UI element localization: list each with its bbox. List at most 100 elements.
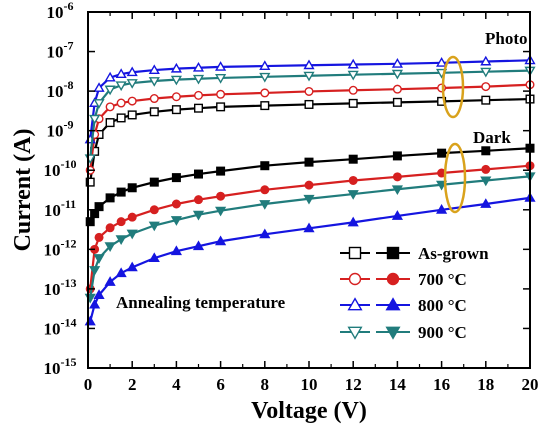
data-point (126, 261, 138, 272)
data-point (105, 223, 115, 233)
data-point (126, 66, 138, 77)
data-point (304, 86, 314, 96)
data-point (126, 229, 138, 240)
data-point (391, 185, 403, 196)
data-point (392, 151, 402, 161)
data-point (348, 98, 358, 108)
data-point (481, 146, 491, 156)
data-point (171, 92, 181, 102)
data-point (127, 96, 137, 106)
y-tick-label: 10-15 (44, 355, 77, 378)
data-point (347, 58, 359, 69)
annotation-dark: Dark (473, 128, 511, 147)
dark-ellipse (443, 142, 467, 214)
legend-marker-photo (348, 246, 362, 260)
legend-label: 800 °C (418, 296, 467, 315)
x-tick-label: 6 (216, 375, 225, 394)
series-layer (84, 54, 536, 326)
data-point (391, 58, 403, 68)
data-point (170, 75, 182, 86)
data-point (348, 154, 358, 164)
data-point (170, 245, 182, 256)
data-point (93, 289, 105, 299)
y-tick-label: 10-13 (44, 276, 77, 299)
legend-label: 900 °C (418, 323, 467, 342)
data-point (171, 199, 181, 209)
data-point (303, 59, 315, 70)
x-tick-label: 8 (261, 375, 270, 394)
data-point (149, 177, 159, 187)
legend-item: 800 °C (340, 296, 467, 315)
data-point (259, 60, 271, 70)
series-3 (84, 66, 536, 165)
data-point (104, 71, 116, 82)
x-axis-title: Voltage (V) (251, 398, 367, 424)
legend-marker-dark (385, 297, 401, 311)
legend-marker-dark (386, 246, 400, 260)
legend-item: 700 °C (340, 270, 467, 289)
series-4 (85, 143, 535, 227)
y-tick-label: 10-11 (44, 197, 76, 220)
data-point (116, 217, 126, 227)
data-point (215, 74, 227, 84)
data-point (216, 166, 226, 176)
data-point (193, 103, 203, 113)
data-point (303, 222, 315, 233)
x-tick-label: 0 (84, 375, 93, 394)
y-tick-label: 10-14 (44, 315, 77, 338)
annotation-annealing: Annealing temperature (116, 293, 286, 312)
y-tick-label: 10-8 (47, 78, 74, 101)
data-point (89, 266, 101, 276)
data-point (93, 254, 105, 264)
data-point (348, 175, 358, 185)
legend-marker-photo (347, 297, 363, 311)
data-point (170, 216, 182, 226)
data-point (171, 105, 181, 115)
legend-marker-dark (386, 272, 400, 286)
data-point (392, 97, 402, 107)
data-point (127, 183, 137, 193)
data-point (89, 298, 101, 309)
data-point (260, 101, 270, 111)
data-point (481, 82, 491, 92)
data-point (94, 202, 104, 212)
data-point (480, 198, 492, 208)
y-tick-label: 10-9 (47, 118, 74, 141)
legend: As-grown 700 °C 800 °C 900 °C (340, 244, 489, 342)
data-point (148, 252, 160, 263)
data-point (260, 185, 270, 195)
data-point (192, 210, 205, 221)
data-point (193, 90, 203, 100)
data-point (259, 228, 271, 239)
x-tick-label: 10 (301, 375, 318, 394)
data-point (149, 94, 159, 104)
legend-marker-dark (385, 326, 401, 340)
data-point (127, 212, 137, 222)
legend-item: 900 °C (340, 323, 467, 342)
data-point (192, 74, 205, 85)
data-point (171, 173, 181, 183)
data-point (93, 82, 105, 92)
legend-item: As-grown (340, 244, 489, 263)
data-point (148, 221, 160, 232)
data-point (304, 157, 314, 167)
data-point (193, 195, 203, 205)
data-point (436, 204, 448, 214)
data-point (347, 70, 359, 81)
data-point (115, 235, 127, 246)
data-point (89, 114, 101, 125)
data-point (216, 102, 226, 112)
data-point (149, 205, 159, 215)
data-point (304, 99, 314, 109)
data-point (170, 62, 182, 73)
legend-marker-photo (347, 326, 363, 340)
data-point (480, 67, 492, 78)
data-point (216, 89, 226, 99)
x-tick-label: 16 (433, 375, 450, 394)
data-point (115, 267, 127, 278)
data-point (259, 72, 271, 83)
series-7 (84, 172, 536, 304)
y-axis-title: Current (A) (10, 129, 36, 252)
data-point (347, 190, 359, 200)
